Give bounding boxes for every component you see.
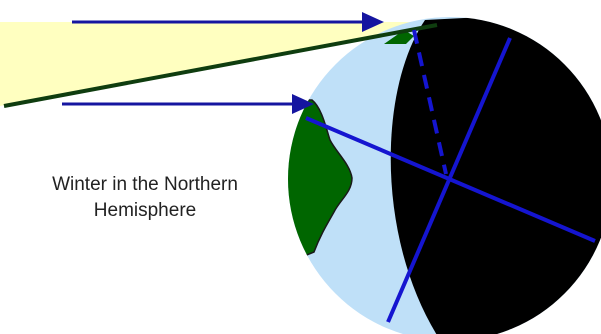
continent-landmass bbox=[288, 99, 353, 264]
ecliptic-line bbox=[3, 23, 438, 108]
earth-globe bbox=[288, 17, 601, 334]
polar-cap-patch bbox=[384, 30, 414, 44]
diagram-caption-line-2: Hemisphere bbox=[93, 200, 197, 221]
equator-line bbox=[305, 116, 596, 243]
sunlight-band bbox=[0, 22, 412, 106]
sun-ray-arrow-bottom-head-icon bbox=[292, 94, 314, 114]
diagram-caption-line-1: Winter in the Northern bbox=[52, 174, 238, 195]
earth-night-side bbox=[390, 17, 601, 334]
vertical-reference-dashed-line bbox=[412, 29, 448, 175]
sun-ray-arrow-top-head-icon bbox=[362, 12, 384, 32]
